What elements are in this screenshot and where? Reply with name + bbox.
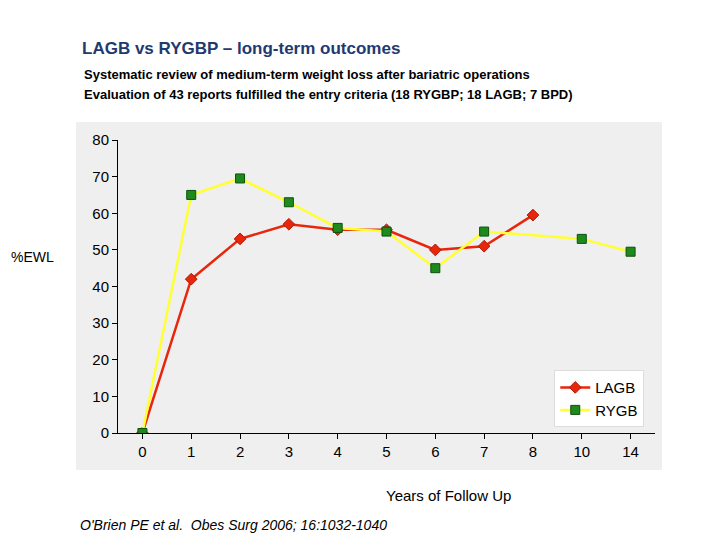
svg-text:50: 50 [92,241,109,258]
svg-text:2: 2 [236,443,244,460]
svg-text:Evaluation of 43 reports fulfi: Evaluation of 43 reports fulfilled the e… [84,87,573,102]
svg-text:O'Brien PE et al. Obes Surg 2: O'Brien PE et al. Obes Surg 2006; 16:103… [80,517,387,533]
svg-text:7: 7 [480,443,488,460]
svg-text:Systematic review of medium-te: Systematic review of medium-term weight … [84,67,530,82]
svg-text:14: 14 [622,443,639,460]
svg-text:1: 1 [187,443,195,460]
svg-text:%EWL: %EWL [11,249,54,265]
svg-text:40: 40 [92,278,109,295]
svg-text:80: 80 [92,131,109,148]
svg-text:LAGB: LAGB [595,379,635,396]
svg-text:3: 3 [285,443,293,460]
svg-text:10: 10 [573,443,590,460]
svg-text:10: 10 [92,388,109,405]
svg-text:4: 4 [334,443,342,460]
svg-text:20: 20 [92,351,109,368]
svg-text:8: 8 [529,443,537,460]
svg-text:60: 60 [92,205,109,222]
svg-text:LAGB vs RYGBP – long-term outc: LAGB vs RYGBP – long-term outcomes [82,39,400,58]
svg-text:RYGB: RYGB [595,402,637,419]
svg-text:Years of Follow Up: Years of Follow Up [386,487,511,504]
svg-text:6: 6 [431,443,439,460]
svg-text:70: 70 [92,168,109,185]
svg-text:30: 30 [92,314,109,331]
svg-text:5: 5 [382,443,390,460]
svg-text:0: 0 [101,424,109,441]
svg-text:0: 0 [138,443,146,460]
